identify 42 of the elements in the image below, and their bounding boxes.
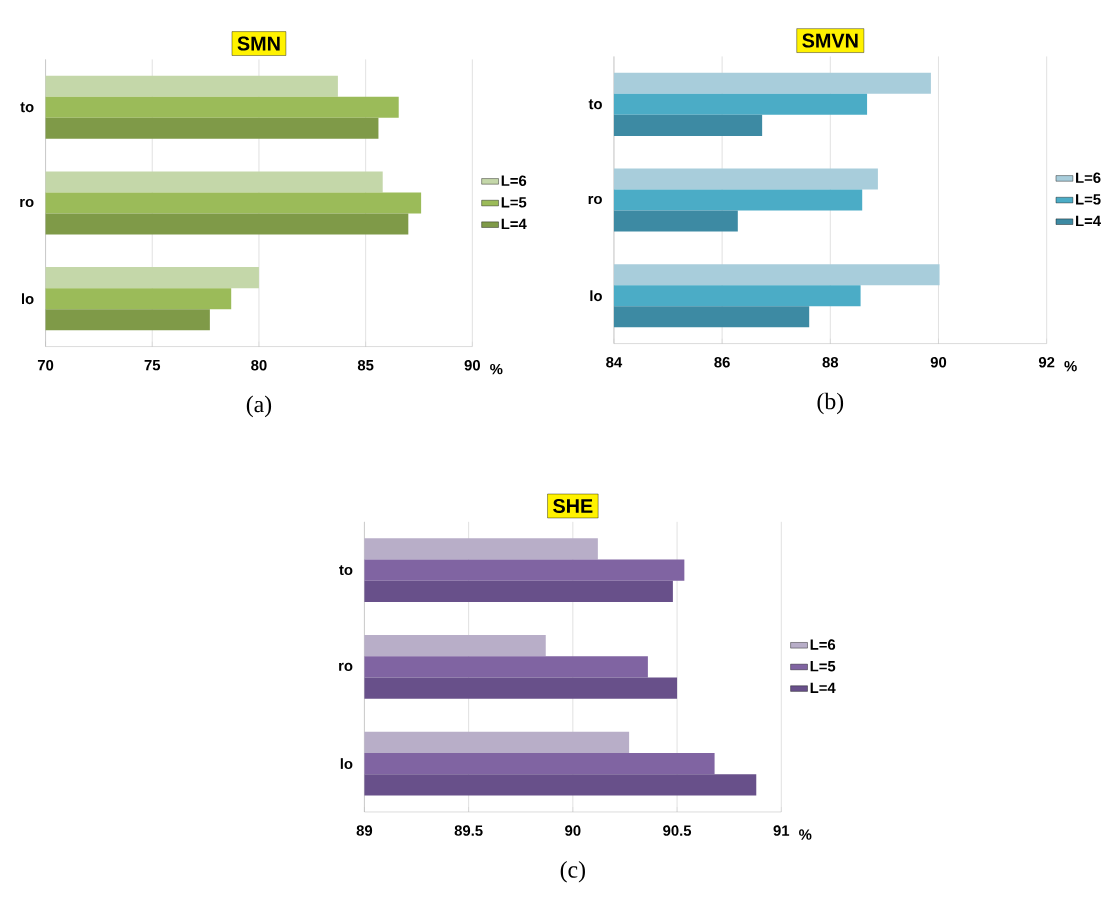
y-tick-label: ro [588,196,602,205]
x-axis-title: % [1064,361,1077,372]
x-tick-label: 90.5 [663,825,692,836]
x-axis-title: % [799,829,812,840]
y-tick-label: lo [21,293,34,305]
x-tick-label: 85 [357,360,374,371]
x-tick-label: 80 [251,360,267,371]
text: (c) [560,861,585,883]
legend-label: L=4 [501,218,527,230]
y-tick-label: ro [20,198,34,208]
text: (a) [246,395,272,418]
x-tick-label: 91 [773,825,790,836]
chart-title: SMN [237,36,280,51]
y-tick-label: to [339,565,353,576]
x-tick-label: 84 [606,357,623,368]
x-tick-label: 88 [822,357,839,368]
y-tick-label: ro [339,662,353,672]
y-tick-label: to [20,102,34,113]
x-tick-label: 90 [930,357,947,368]
chart-title: SMVN [802,33,858,48]
x-tick-label: 92 [1038,357,1055,368]
legend-label: L=5 [810,661,836,672]
chart-title: SHE [553,499,593,514]
legend-label: L=6 [1076,172,1101,184]
legend-label: L=6 [501,175,527,187]
y-tick-label: lo [590,290,602,302]
x-tick-label: 89 [356,825,373,836]
text: (b) [817,392,844,415]
y-tick-label: to [588,99,602,110]
x-tick-label: 86 [714,357,730,368]
legend-label: L=6 [810,639,836,650]
legend-label: L=4 [1076,215,1101,227]
legend-label: L=5 [501,197,527,208]
y-tick-label: lo [340,758,353,770]
legend-label: L=5 [1076,194,1101,205]
x-tick-label: 75 [144,360,161,371]
x-tick-label: 89.5 [454,825,483,836]
x-tick-label: 90 [464,360,480,371]
x-tick-label: 70 [37,360,54,371]
legend-label: L=4 [810,682,836,694]
x-tick-label: 90 [565,825,581,836]
x-axis-title: % [490,364,503,375]
